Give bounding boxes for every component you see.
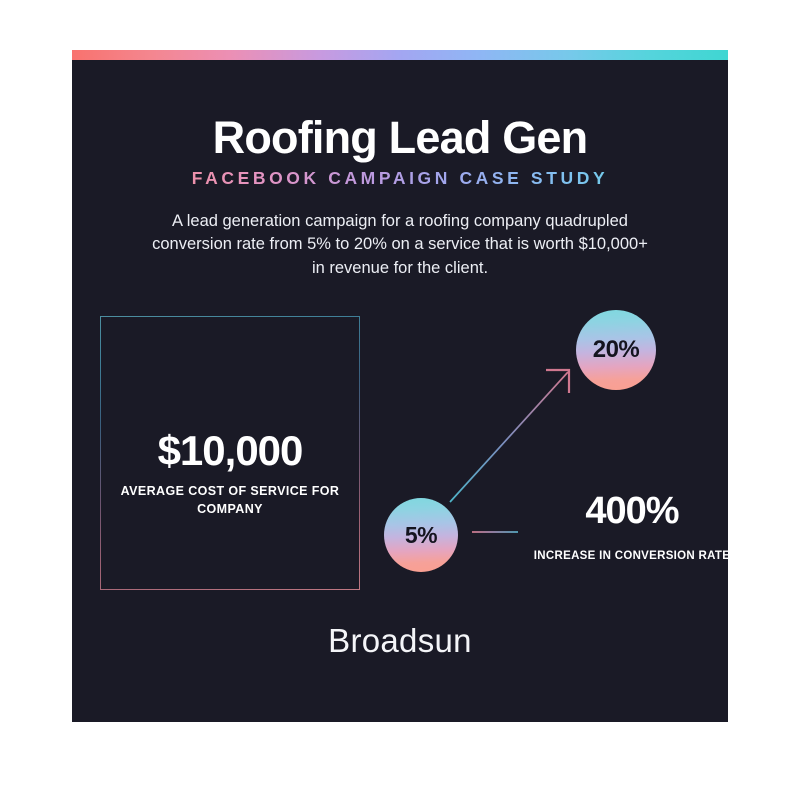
before-conversion-bubble: 5%	[384, 498, 458, 572]
cost-stat-box-inner: $10,000 AVERAGE COST OF SERVICE FOR COMP…	[101, 317, 359, 589]
campaign-description: A lead generation campaign for a roofing…	[152, 212, 648, 277]
after-conversion-bubble: 20%	[576, 310, 656, 390]
cost-value: $10,000	[157, 427, 304, 474]
page-subtitle: FACEBOOK CAMPAIGN CASE STUDY	[72, 168, 728, 189]
page-title: Roofing Lead Gen	[212, 112, 589, 163]
infographic-card: Roofing Lead Gen FACEBOOK CAMPAIGN CASE …	[72, 50, 728, 722]
growth-arrow-icon	[449, 368, 571, 503]
brand-name: Broadsun	[328, 622, 472, 659]
bubble-connector-line	[472, 531, 518, 533]
increase-label: INCREASE IN CONVERSION RATE	[533, 550, 728, 562]
increase-value: 400%	[585, 490, 679, 532]
cost-stat-box: $10,000 AVERAGE COST OF SERVICE FOR COMP…	[100, 316, 360, 590]
after-conversion-value: 20%	[592, 336, 640, 363]
cost-label: AVERAGE COST OF SERVICE FOR COMPANY	[120, 484, 340, 516]
accent-gradient-bar	[72, 50, 728, 60]
before-conversion-value: 5%	[404, 521, 438, 548]
